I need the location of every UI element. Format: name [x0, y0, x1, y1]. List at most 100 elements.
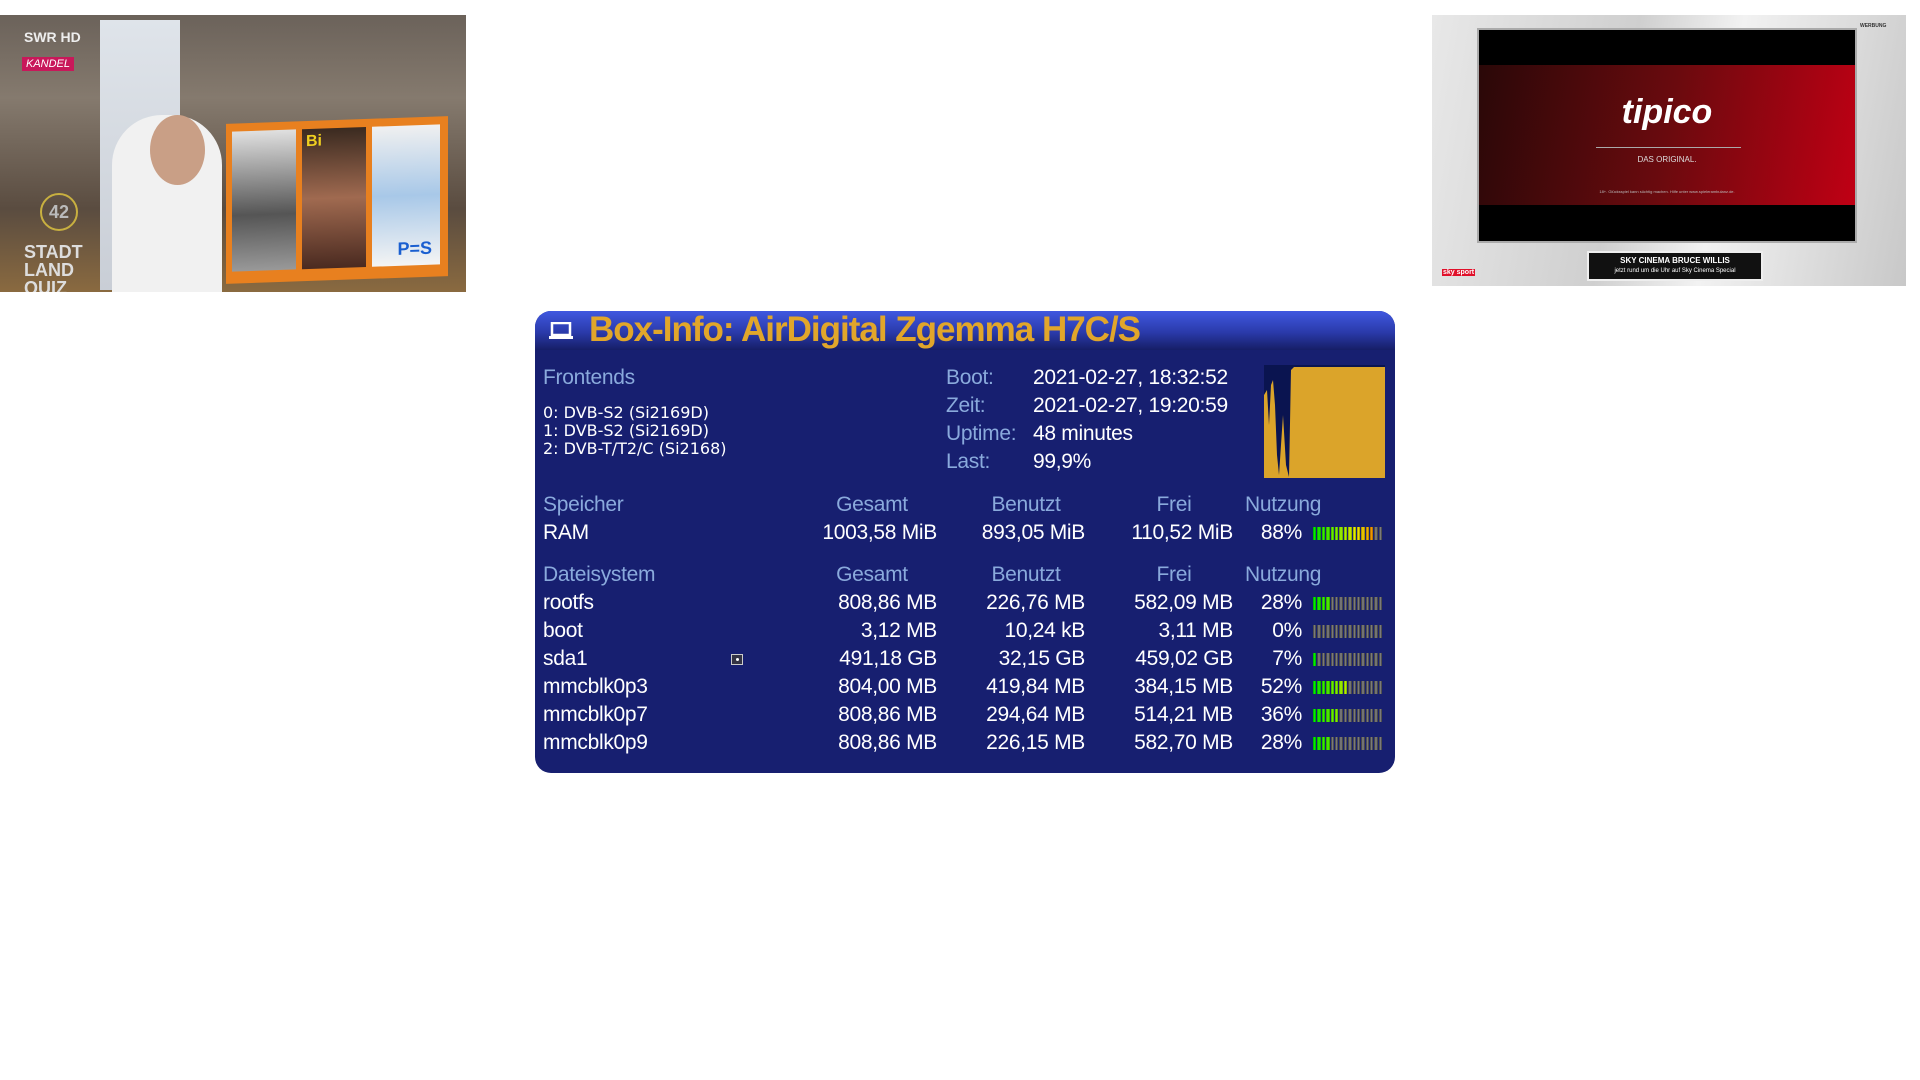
- memory-header-frei: Frei: [1156, 493, 1192, 516]
- row-total: 491,18 GB: [839, 647, 937, 670]
- usage-bar-segment: [1352, 737, 1356, 750]
- usage-bar-segment: [1361, 625, 1365, 638]
- memory-header-gesamt: Gesamt: [836, 493, 908, 516]
- usage-bar-segment: [1374, 709, 1378, 722]
- usage-bar-segment: [1365, 597, 1370, 610]
- usage-bar-segment: [1361, 681, 1365, 694]
- row-total: 804,00 MB: [838, 675, 937, 698]
- usage-bar-segment: [1356, 737, 1361, 750]
- usage-bar: [1313, 709, 1383, 722]
- usage-bar-segment: [1317, 737, 1321, 750]
- row-usage: 88%: [1260, 521, 1302, 544]
- usage-bar-segment: [1378, 681, 1383, 694]
- monitor-icon: [549, 322, 573, 339]
- usage-bar-segment: [1370, 709, 1374, 722]
- ad-screen: tipico DAS ORIGINAL. 18+. Glücksspiel ka…: [1477, 28, 1857, 243]
- row-name: RAM: [543, 521, 589, 544]
- usage-bar-segment: [1321, 681, 1326, 694]
- usage-bar-segment: [1313, 709, 1317, 722]
- usage-bar-segment: [1343, 653, 1348, 666]
- usage-bar: [1313, 527, 1383, 540]
- frontends-label: Frontends: [543, 366, 635, 389]
- usage-bar-segment: [1374, 527, 1378, 540]
- row-usage: 36%: [1260, 703, 1302, 726]
- usage-bar-segment: [1378, 709, 1383, 722]
- hdd-icon: [731, 654, 743, 665]
- usage-bar-segment: [1313, 653, 1317, 666]
- row-total: 1003,58 MiB: [822, 521, 937, 544]
- usage-bar-segment: [1339, 653, 1343, 666]
- usage-bar-segment: [1356, 625, 1361, 638]
- usage-bar-segment: [1334, 653, 1339, 666]
- quiz-picture-train: [232, 129, 296, 272]
- memory-header-nutzung: Nutzung: [1245, 493, 1322, 516]
- usage-bar-segment: [1356, 709, 1361, 722]
- usage-bar-segment: [1374, 653, 1378, 666]
- usage-bar-segment: [1365, 625, 1370, 638]
- usage-bar-segment: [1330, 653, 1334, 666]
- usage-bar-segment: [1348, 597, 1352, 610]
- usage-bar-segment: [1339, 597, 1343, 610]
- row-used: 893,05 MiB: [981, 521, 1086, 544]
- usage-bar-segment: [1343, 737, 1348, 750]
- usage-bar-segment: [1317, 709, 1321, 722]
- row-usage: 28%: [1260, 591, 1302, 614]
- info-label: Boot:: [946, 366, 994, 389]
- row-free: 110,52 MiB: [1131, 521, 1233, 544]
- slogan: DAS ORIGINAL.: [1637, 155, 1697, 164]
- usage-bar-segment: [1321, 737, 1326, 750]
- brand-logo: tipico: [1621, 93, 1713, 131]
- panel-title: Box-Info: AirDigital Zgemma H7C/S: [589, 311, 1141, 349]
- row-used: 226,76 MB: [986, 591, 1085, 614]
- usage-bar-segment: [1352, 597, 1356, 610]
- video-person-head: [150, 115, 205, 185]
- row-name: sda1: [543, 647, 588, 670]
- usage-bar-segment: [1370, 653, 1374, 666]
- quiz-picture-bikini: Bi: [302, 126, 366, 270]
- usage-bar-segment: [1352, 709, 1356, 722]
- usage-bar-segment: [1374, 681, 1378, 694]
- usage-bar-segment: [1313, 625, 1317, 638]
- usage-bar-segment: [1361, 653, 1365, 666]
- sky-sport-logo: sky sport: [1442, 269, 1476, 276]
- usage-bar-segment: [1365, 681, 1370, 694]
- row-total: 808,86 MB: [838, 731, 937, 754]
- disclaimer: 18+. Glücksspiel kann süchtig machen. Hi…: [1599, 189, 1735, 194]
- quiz-picture-doll: P=S: [372, 124, 440, 267]
- usage-bar-segment: [1374, 597, 1378, 610]
- usage-bar-segment: [1321, 625, 1326, 638]
- usage-bar-segment: [1313, 737, 1317, 750]
- load-graph: [1264, 365, 1385, 478]
- row-free: 582,09 MB: [1134, 591, 1233, 614]
- filesystem-header-frei: Frei: [1156, 563, 1192, 586]
- row-used: 10,24 kB: [1004, 619, 1086, 642]
- usage-bar-segment: [1343, 597, 1348, 610]
- row-name: mmcblk0p3: [543, 675, 648, 698]
- row-usage: 28%: [1260, 731, 1302, 754]
- row-usage: 7%: [1272, 647, 1302, 670]
- usage-bar-segment: [1339, 709, 1343, 722]
- usage-bar-segment: [1356, 527, 1361, 540]
- usage-bar-segment: [1326, 527, 1330, 540]
- usage-bar-segment: [1378, 597, 1383, 610]
- channel-logo: SWR HD: [24, 29, 81, 45]
- filesystem-header-nutzung: Nutzung: [1245, 563, 1322, 586]
- quiz-board: Bi P=S: [226, 116, 448, 284]
- usage-bar-segment: [1321, 597, 1326, 610]
- usage-bar-segment: [1361, 597, 1365, 610]
- frontend-1: 1: DVB-S2 (Si2169D): [543, 421, 709, 440]
- usage-bar-segment: [1326, 597, 1330, 610]
- usage-bar-segment: [1334, 597, 1339, 610]
- pip-right-video: tipico DAS ORIGINAL. 18+. Glücksspiel ka…: [1432, 15, 1906, 286]
- box-info-panel: Box-Info: AirDigital Zgemma H7C/S Fronte…: [535, 311, 1395, 773]
- row-usage: 52%: [1260, 675, 1302, 698]
- usage-bar-segment: [1313, 527, 1317, 540]
- usage-bar-segment: [1374, 625, 1378, 638]
- frontend-2: 2: DVB-T/T2/C (Si2168): [543, 439, 727, 458]
- usage-bar-segment: [1343, 681, 1348, 694]
- usage-bar-segment: [1326, 737, 1330, 750]
- usage-bar-segment: [1330, 625, 1334, 638]
- overlay-formula: P=S: [397, 237, 432, 259]
- usage-bar-segment: [1348, 527, 1352, 540]
- usage-bar-segment: [1370, 737, 1374, 750]
